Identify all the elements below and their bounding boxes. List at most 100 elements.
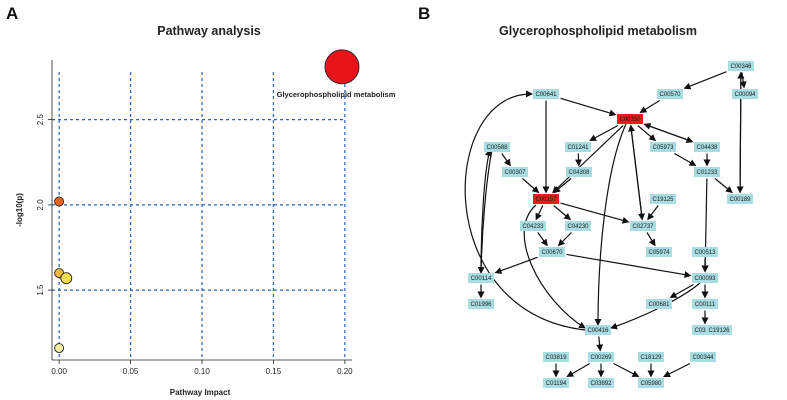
network-node-label: C01194 — [546, 381, 567, 387]
network-node — [617, 114, 643, 124]
x-axis-label: Pathway Impact — [170, 388, 231, 397]
x-tick-label: 0.00 — [51, 367, 67, 376]
network-node — [588, 352, 614, 362]
network-edge — [596, 336, 604, 352]
point-annotation: Glycerophospholipid metabolism — [277, 90, 396, 99]
network-node — [565, 221, 591, 231]
network-edge — [535, 205, 544, 221]
network-node — [646, 247, 672, 257]
network-node — [650, 142, 676, 152]
network-node-label: C00416 — [587, 328, 609, 334]
network-edge — [494, 256, 538, 274]
network-node-label: C03372 — [694, 328, 716, 334]
network-node — [692, 299, 718, 309]
network-edges — [464, 71, 747, 378]
network-node-label: C03892 — [590, 381, 612, 387]
network-node — [468, 299, 494, 309]
network-node — [638, 352, 664, 362]
network-node — [692, 325, 718, 335]
network-edge — [537, 232, 548, 247]
network-node-label: C00111 — [695, 302, 716, 308]
x-tick-label: 0.10 — [194, 367, 210, 376]
network-node-label: C00093 — [694, 276, 716, 282]
network-node-label: C01233 — [696, 170, 718, 176]
y-tick-label: 2.0 — [36, 199, 45, 211]
network-node — [706, 325, 732, 335]
network-node-label: C00114 — [471, 276, 492, 282]
network-node-label: C05973 — [652, 145, 674, 151]
network-node-label: C04438 — [696, 145, 718, 151]
network-edge — [553, 178, 572, 194]
network-node — [588, 378, 614, 388]
network-node-label: C00350 — [619, 117, 641, 123]
network-edge — [739, 72, 747, 89]
network-edge — [464, 90, 586, 331]
network-node-label: C04308 — [568, 170, 590, 176]
chart-ticks: 0.00 0.05 0.10 0.15 0.20 1.5 2.0 2.5 — [36, 114, 353, 376]
network-edge — [714, 178, 733, 194]
x-tick-label: 0.05 — [123, 367, 139, 376]
network-node — [565, 142, 591, 152]
network-node — [692, 247, 718, 257]
network-node-label: C05974 — [648, 250, 670, 256]
network-edge — [639, 99, 660, 114]
network-edge — [674, 152, 697, 167]
network-edge — [560, 202, 630, 224]
network-edge — [522, 178, 540, 194]
network-node — [732, 89, 758, 99]
panel-a-letter: A — [6, 4, 18, 23]
data-point — [60, 272, 73, 285]
network-edge — [613, 362, 640, 378]
network-node — [690, 352, 716, 362]
network-title: Glycerophospholipid metabolism — [499, 24, 697, 38]
network-node-label: C00344 — [692, 355, 714, 361]
network-node — [543, 378, 569, 388]
network-node — [692, 273, 718, 283]
network-edge — [552, 125, 624, 194]
network-node — [543, 352, 569, 362]
network-node — [650, 194, 676, 204]
network-node — [520, 221, 546, 231]
x-tick-label: 0.15 — [266, 367, 282, 376]
network-edge — [646, 232, 656, 247]
network-node — [638, 378, 664, 388]
network-node-label: C04233 — [522, 224, 544, 230]
network-edge — [560, 97, 617, 117]
network-node — [727, 194, 753, 204]
network-edge — [553, 205, 572, 221]
x-tick-label: 0.20 — [337, 367, 353, 376]
network-node — [484, 142, 510, 152]
pathway-network-diagram: Glycerophospholipid metabolism C00641 C00… — [464, 24, 758, 388]
chart-title: Pathway analysis — [157, 24, 261, 38]
network-edge — [566, 362, 591, 378]
network-edge — [643, 123, 693, 143]
network-node-label: C18129 — [640, 355, 662, 361]
network-node-label: C00346 — [730, 64, 752, 70]
network-node — [646, 299, 672, 309]
network-node — [585, 325, 611, 335]
network-node — [533, 194, 559, 204]
network-node — [533, 89, 559, 99]
y-tick-label: 2.5 — [36, 114, 45, 126]
network-node-label: C05980 — [640, 381, 662, 387]
network-node-label: C00189 — [729, 197, 751, 203]
network-edge — [589, 124, 619, 142]
network-node-label: C00094 — [734, 92, 756, 98]
network-node-label: C01996 — [470, 302, 492, 308]
network-edge — [701, 178, 709, 273]
network-node-label: C00681 — [648, 302, 670, 308]
y-axis-label: -log10(p) — [15, 193, 24, 227]
network-edge — [683, 71, 727, 90]
network-node-label: C19125 — [652, 197, 674, 203]
network-edge — [477, 149, 493, 274]
network-node-label: C01241 — [567, 145, 589, 151]
network-node-label: C00570 — [659, 92, 681, 98]
network-edge — [669, 283, 694, 299]
network-node-label: C00641 — [535, 92, 557, 98]
network-node-label: C03819 — [545, 355, 567, 361]
network-edge — [557, 232, 572, 247]
pathway-analysis-chart: Pathway analysis 0.00 0.05 0.10 0.15 0.20 1.5… — [15, 24, 396, 397]
network-node — [468, 273, 494, 283]
data-point — [54, 196, 65, 207]
chart-grid — [52, 72, 346, 360]
